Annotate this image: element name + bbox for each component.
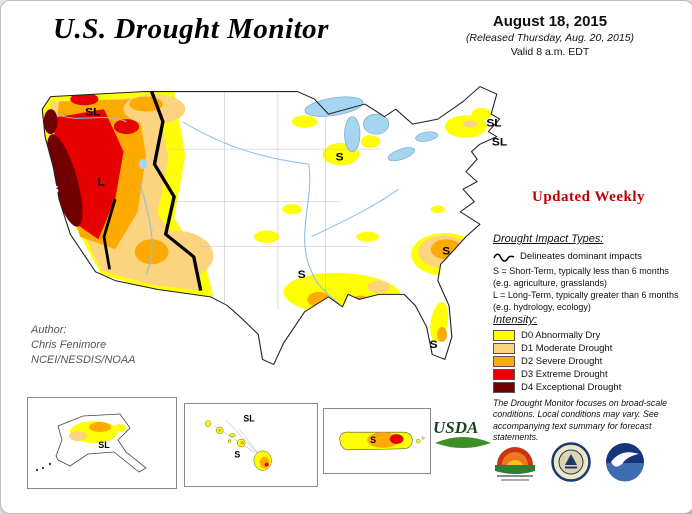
hawaii-impact-label-2: S xyxy=(234,450,240,460)
impact-types-heading: Drought Impact Types: xyxy=(493,233,604,245)
author-name: Chris Fenimore xyxy=(31,338,107,351)
map-date: August 18, 2015 xyxy=(492,13,608,30)
author-label: Author: xyxy=(31,324,67,336)
author-org: NCEI/NESDIS/NOAA xyxy=(31,353,136,366)
impact-label-ne2: SL xyxy=(492,137,507,148)
usda-logo: USDA xyxy=(431,413,495,459)
puerto-rico-impact-label: S xyxy=(370,435,376,445)
legend-row-d1: D1 Moderate Drought xyxy=(493,342,683,355)
impact-label-ga: S xyxy=(442,246,450,257)
legend-row-d3: D3 Extreme Drought xyxy=(493,368,683,381)
conus-drought-map: SL S L S S S SL SL S xyxy=(41,86,507,365)
partner-logos xyxy=(493,441,645,483)
hawaii-map: SL S xyxy=(204,414,272,471)
updated-weekly-note: Updated Weekly xyxy=(532,189,645,205)
delineates-row: Delineates dominant impacts xyxy=(493,251,683,262)
d3-label: D3 Extreme Drought xyxy=(521,369,608,380)
usda-swoosh-icon xyxy=(435,437,491,448)
impact-label-ms: S xyxy=(298,270,306,281)
alaska-impact-label: SL xyxy=(98,440,110,450)
legend-row-d2: D2 Severe Drought xyxy=(493,355,683,368)
impact-label-or: SL xyxy=(85,107,100,118)
impact-label-ne1: SL xyxy=(486,118,501,129)
d0-label: D0 Abnormally Dry xyxy=(521,330,601,341)
noaa-logo xyxy=(606,443,644,482)
usda-logo-text: USDA xyxy=(433,418,478,437)
drought-mitigation-center-logo xyxy=(495,447,535,481)
disclaimer-text: The Drought Monitor focuses on broad-sca… xyxy=(493,398,668,443)
squiggle-line-icon xyxy=(493,253,515,262)
valid-note: Valid 8 a.m. EDT xyxy=(510,46,590,58)
d0-swatch xyxy=(493,330,515,341)
author-block: Author: Chris Fenimore NCEI/NESDIS/NOAA xyxy=(31,323,136,368)
date-block: August 18, 2015 (Released Thursday, Aug.… xyxy=(419,13,681,58)
impact-label-ca: S xyxy=(51,184,59,195)
alaska-map: SL xyxy=(35,413,147,473)
commerce-seal-logo xyxy=(551,442,591,482)
d2-swatch xyxy=(493,356,515,367)
impact-label-nv: L xyxy=(98,177,105,188)
d4-swatch xyxy=(493,382,515,393)
us-outline xyxy=(41,86,501,365)
d1-swatch xyxy=(493,343,515,354)
intensity-heading: Intensity: xyxy=(493,314,538,326)
delineates-label: Delineates dominant impacts xyxy=(520,251,642,262)
d1-label: D1 Moderate Drought xyxy=(521,343,613,354)
d4-label: D4 Exceptional Drought xyxy=(521,382,622,393)
puerto-rico-inset: S xyxy=(323,408,431,474)
puerto-rico-map: S xyxy=(339,431,425,451)
impact-labels: SL S L S S S SL SL S xyxy=(51,107,507,351)
intensity-legend: D0 Abnormally Dry D1 Moderate Drought D2… xyxy=(493,329,683,394)
d3-swatch xyxy=(493,369,515,380)
legend-row-d4: D4 Exceptional Drought xyxy=(493,381,683,394)
page-title: U.S. Drought Monitor xyxy=(53,13,329,45)
state-borders xyxy=(168,91,382,310)
impact-label-fl: S xyxy=(430,340,438,351)
great-salt-lake xyxy=(139,159,148,170)
released-note: (Released Thursday, Aug. 20, 2015) xyxy=(465,32,635,44)
legend-row-d0: D0 Abnormally Dry xyxy=(493,329,683,342)
alaska-inset: SL xyxy=(27,397,177,489)
impact-label-mi: S xyxy=(336,152,344,163)
hawaii-impact-label-1: SL xyxy=(243,414,255,424)
hawaii-inset: SL S xyxy=(184,403,318,487)
short-term-definition: S = Short-Term, typically less than 6 mo… xyxy=(493,266,669,288)
great-lakes xyxy=(304,96,438,162)
long-term-definition: L = Long-Term, typically greater than 6 … xyxy=(493,290,679,312)
d2-label: D2 Severe Drought xyxy=(521,356,603,367)
rivers xyxy=(56,113,399,305)
impact-delineation-line xyxy=(102,91,203,291)
